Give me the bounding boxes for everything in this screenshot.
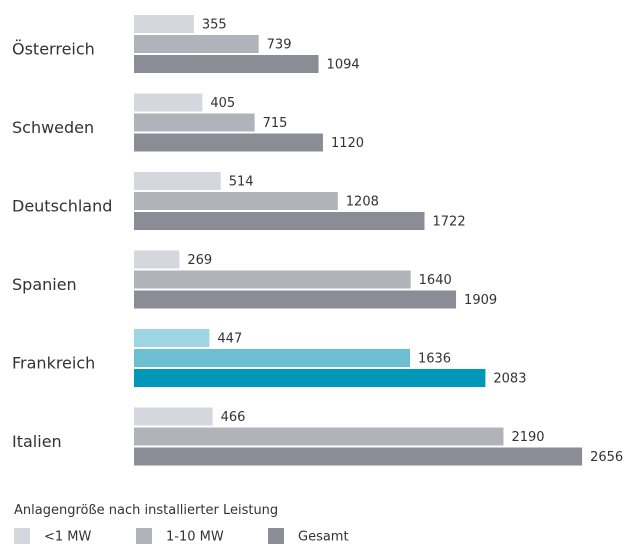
legend-label: 1-10 MW [166, 530, 224, 545]
value-label: 514 [229, 175, 254, 190]
value-label: 715 [263, 116, 288, 131]
bar [134, 113, 255, 132]
value-label: 2190 [511, 430, 544, 445]
value-label: 447 [217, 332, 242, 347]
legend-label: Gesamt [298, 530, 349, 545]
value-label: 405 [210, 96, 235, 111]
bar [134, 427, 504, 446]
legend-swatch [136, 528, 152, 544]
value-label: 1094 [327, 58, 360, 73]
bar [134, 192, 338, 210]
legend-label: <1 MW [44, 530, 92, 545]
legend-swatch [14, 528, 30, 544]
value-label: 355 [202, 18, 227, 33]
bar [134, 329, 210, 347]
category-label: Spanien [12, 275, 77, 294]
value-label: 1636 [418, 352, 451, 367]
value-label: 466 [221, 410, 246, 425]
bar [134, 93, 203, 112]
value-label: 2656 [590, 450, 623, 465]
category-label: Österreich [12, 40, 95, 59]
bar [134, 15, 194, 33]
value-label: 269 [187, 253, 212, 268]
legend-title: Anlagengröße nach installierter Leistung [14, 503, 278, 518]
bar [134, 55, 319, 73]
value-label: 1120 [331, 136, 364, 151]
bar [134, 133, 323, 152]
category-label: Italien [12, 432, 62, 451]
bar [134, 407, 213, 426]
value-label: 1640 [419, 273, 452, 288]
bar [134, 447, 583, 466]
bar [134, 212, 425, 230]
category-label: Frankreich [12, 354, 95, 373]
value-label: 1722 [433, 215, 466, 230]
bar [134, 250, 180, 269]
value-label: 2083 [493, 372, 526, 387]
bar [134, 35, 259, 53]
bar [134, 349, 410, 367]
legend-swatch [268, 528, 284, 544]
value-label: 1208 [346, 195, 379, 210]
bar [134, 369, 486, 387]
bar [134, 290, 457, 309]
category-label: Deutschland [12, 197, 112, 216]
bar [134, 172, 221, 190]
value-label: 739 [267, 38, 292, 53]
category-label: Schweden [12, 118, 94, 137]
bar [134, 270, 411, 289]
value-label: 1909 [464, 293, 497, 308]
